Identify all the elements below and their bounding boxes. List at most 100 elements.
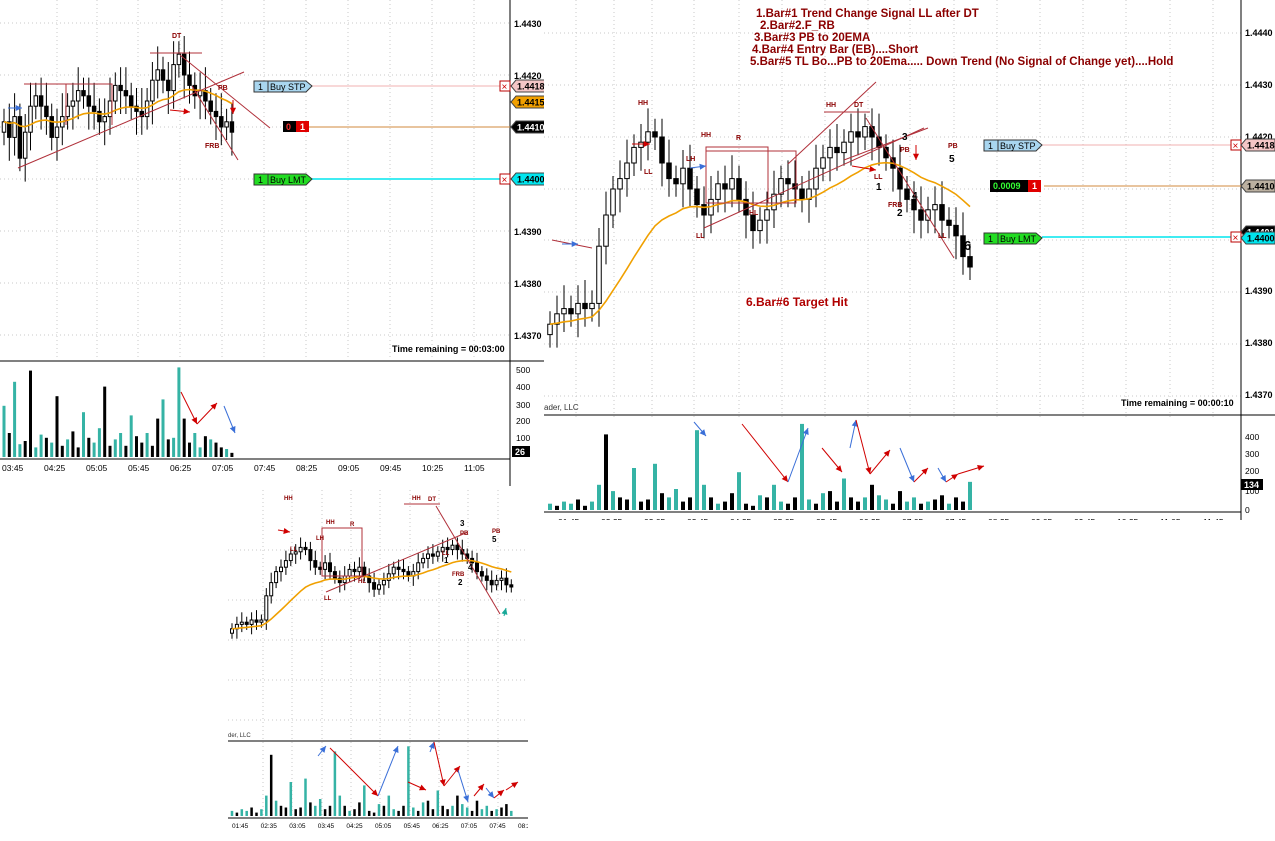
right-candle: [568, 308, 574, 315]
small-volume-bar: [480, 809, 484, 816]
right-time-tick: 09:45: [1074, 517, 1096, 520]
right-label-lh: LH: [686, 156, 695, 163]
right-volume-bar: [954, 497, 958, 510]
left-candle: [107, 100, 113, 118]
left-buy-stp-label-box: [267, 80, 313, 93]
small-vol-arrow-head: [319, 746, 326, 753]
small-candle: [494, 579, 499, 586]
right-vol-arrow-head: [883, 450, 890, 457]
right-label-ll4: LL: [938, 233, 947, 240]
right-volume-bar: [933, 499, 937, 510]
right-label-hh2: HH: [701, 132, 711, 139]
right-candle: [855, 131, 861, 138]
left-candle: [229, 121, 235, 133]
small-volume-bar: [387, 795, 391, 816]
right-candle: [960, 235, 966, 258]
right-candle: [862, 126, 868, 138]
small-volume-bar: [490, 810, 493, 816]
small-candle: [430, 553, 435, 557]
right-volume-bar: [884, 499, 888, 510]
right-label-hh3: HH: [826, 102, 836, 109]
small-vol-arrow-head: [419, 784, 426, 791]
left-volume-bar: [18, 444, 22, 457]
small-vol-arrow-head: [497, 790, 504, 797]
small-time-tick: 06:25: [432, 823, 449, 830]
small-volume-bar: [289, 782, 293, 816]
small-trendline-up: [325, 531, 469, 593]
right-vol-arrow-head: [921, 468, 928, 475]
right-volume-bar: [814, 503, 818, 510]
small-volume-bar: [495, 809, 498, 816]
left-candle: [224, 121, 229, 128]
small-candle: [381, 579, 386, 586]
right-candle: [694, 188, 700, 206]
right-time-tick: 07:45: [945, 517, 967, 520]
left-candle: [17, 116, 23, 159]
right-time-tick: 05:05: [773, 517, 795, 520]
right-time-tick: 10:25: [1117, 517, 1139, 520]
small-volume-bar: [505, 804, 508, 816]
note-1: 1.Bar#1 Trend Change Signal LL after DT: [756, 8, 979, 20]
left-price-tick: 1.4430: [514, 19, 542, 29]
left-candle: [81, 90, 86, 97]
small-volume-bar: [470, 810, 474, 816]
small-volume-bar: [421, 802, 425, 816]
right-volume-bar: [940, 495, 944, 510]
small-candle: [401, 568, 406, 573]
small-volume-bar: [456, 795, 459, 816]
small-candle: [396, 566, 401, 570]
right-vol-arrow-head: [699, 429, 706, 436]
small-vol-arrow-head: [477, 784, 484, 791]
right-volume-bar: [597, 484, 601, 510]
right-candle: [582, 302, 588, 310]
right-candle: [939, 204, 945, 221]
right-candle: [687, 167, 693, 190]
small-candle: [362, 566, 367, 577]
right-volume-bar: [716, 503, 720, 510]
left-volume-bar: [145, 433, 149, 457]
right-candle: [701, 204, 707, 216]
small-label-ll3: LL: [442, 551, 450, 557]
right-label-bar2: 2: [897, 208, 903, 219]
right-volume-bar: [863, 497, 867, 510]
right-vol-arrow-head: [908, 475, 915, 482]
small-label-lh: LH: [316, 536, 324, 542]
right-candle: [603, 214, 609, 247]
left-price-tick: 1.4380: [514, 279, 542, 289]
small-label-ll1: LL: [290, 547, 298, 553]
right-lmt-price-text: 1.4400: [1247, 234, 1275, 244]
right-price-tick: 1.4440: [1245, 28, 1273, 38]
right-candle: [918, 209, 924, 221]
small-candle: [499, 577, 504, 581]
small-candle: [239, 621, 244, 625]
right-candle: [953, 224, 959, 237]
left-candle: [102, 116, 107, 123]
left-volume-bar: [119, 433, 123, 457]
right-trendline-down: [865, 117, 955, 259]
left-volume-bar: [113, 439, 117, 457]
right-volume-bar: [870, 484, 874, 510]
right-vol-tick: 134: [1244, 480, 1259, 490]
small-volume-bar: [353, 809, 356, 816]
right-blue-arrow-2-head: [699, 163, 706, 170]
left-volume-bar: [182, 418, 186, 457]
right-candle: [925, 209, 931, 221]
small-candle: [450, 544, 455, 551]
left-volume-bar: [135, 436, 138, 457]
left-chart-svg: 1.4430 1.4420 1.4410 1.4400 1.4390 1.4380 1.43…: [0, 0, 548, 486]
left-volume-bar: [172, 437, 176, 457]
left-volume-bar: [203, 436, 207, 457]
right-ema-line: [549, 161, 971, 325]
right-candle: [680, 167, 686, 185]
right-label-pb1: PB: [900, 147, 910, 154]
small-candle: [509, 584, 514, 588]
small-volume-bar: [412, 807, 415, 816]
small-volume-bar: [392, 809, 395, 816]
right-time-tick: 04:25: [730, 517, 752, 520]
small-trendline-down: [435, 505, 501, 615]
right-trendline-up: [703, 127, 925, 229]
right-volume-bar: [688, 497, 692, 510]
left-down-arrow-head: [229, 107, 237, 114]
small-volume-bar: [475, 800, 479, 816]
left-volume-bar: [129, 415, 133, 457]
